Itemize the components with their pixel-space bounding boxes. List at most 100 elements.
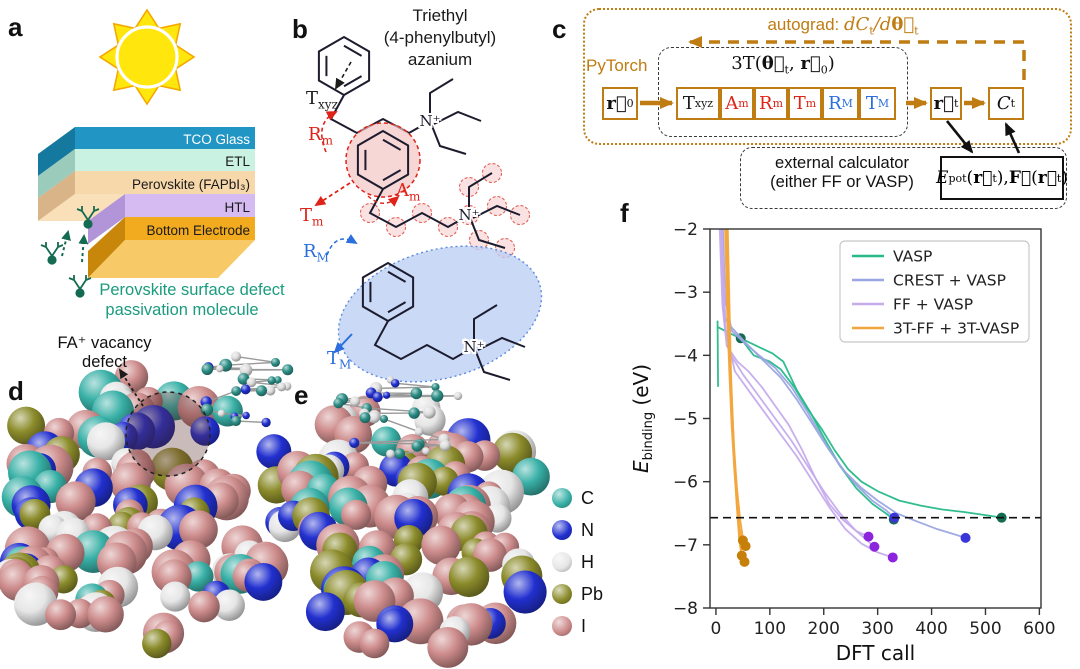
atom-sphere <box>220 553 261 594</box>
molecule-title-line3: azanium <box>407 50 473 69</box>
atom-sphere <box>179 510 218 549</box>
ring-double-bond <box>382 169 402 182</box>
atom-sphere <box>178 497 210 529</box>
atom-sphere <box>268 509 302 543</box>
atom-sphere <box>447 473 490 516</box>
formula-part: E <box>936 168 949 188</box>
box-sub: t <box>1010 97 1016 110</box>
box-sub: t <box>953 97 959 110</box>
atom-highlight <box>482 163 502 183</box>
atom-sphere <box>200 403 214 417</box>
y-axis-label: Ebinding (eV) <box>629 364 656 473</box>
atom-sphere <box>299 511 339 551</box>
atom-sphere <box>131 405 176 449</box>
atom-sphere <box>343 621 376 653</box>
atom-sphere <box>82 457 113 488</box>
atom-highlight <box>386 217 406 237</box>
output-rt-box: r⃗ t <box>930 87 962 120</box>
atom-sphere <box>270 357 280 367</box>
formula-part: r⃗ <box>973 168 993 188</box>
atom-sphere <box>256 385 268 397</box>
stick-bond <box>386 394 438 397</box>
atom-symbol-label: H <box>581 551 594 572</box>
pytorch-label: PyTorch <box>586 56 648 75</box>
box-main: T <box>865 93 878 114</box>
atom-sphere <box>212 395 243 427</box>
atom-sphere <box>395 433 430 468</box>
atom-sphere <box>414 438 425 449</box>
y-tick-label: −2 <box>673 220 698 240</box>
atom-sphere <box>298 512 331 546</box>
stick-bond <box>207 368 288 371</box>
atom-highlight <box>459 177 479 197</box>
atom-legend-row-i: I <box>552 610 603 642</box>
atom-sphere <box>4 526 51 573</box>
atom-sphere <box>388 450 420 482</box>
box-main: T <box>793 93 806 114</box>
atom-sphere <box>397 495 439 537</box>
formula-part: dC <box>844 14 870 35</box>
atom-sphere <box>12 545 53 587</box>
atom-sphere <box>87 596 124 633</box>
atom-sphere <box>144 508 178 542</box>
stick-bond <box>233 416 237 422</box>
formula-part: t <box>914 24 919 38</box>
box-sub: 0 <box>626 97 634 110</box>
y-tick-label: −7 <box>673 536 698 556</box>
stick-bond <box>414 411 430 414</box>
stick-bond <box>338 400 356 404</box>
atom-sphere <box>282 364 294 376</box>
atom-sphere <box>440 461 471 492</box>
atom-highlight <box>412 203 432 223</box>
formula-part: θ⃗ <box>891 14 915 35</box>
atom-sphere <box>429 466 459 496</box>
adsorbate-d <box>200 351 294 428</box>
atom-sphere <box>213 589 245 621</box>
atom-sphere <box>201 363 214 376</box>
atom-sphere <box>0 562 38 602</box>
formula-part: t <box>992 171 997 185</box>
i-atom-sphere-icon <box>552 616 572 636</box>
stick-bond <box>225 361 276 366</box>
atom-sphere <box>305 592 345 632</box>
dof-label-main: T <box>300 205 313 226</box>
optimization-trace <box>720 228 895 519</box>
atom-sphere <box>343 582 379 618</box>
atom-sphere <box>448 556 490 598</box>
atom-sphere <box>188 590 220 623</box>
panel-c-label: c <box>552 14 567 44</box>
defect-label-line2: defect <box>82 353 127 371</box>
atom-sphere <box>126 512 157 542</box>
plot-frame <box>709 228 1042 609</box>
atom-sphere <box>156 559 192 595</box>
ethyl-group <box>473 346 511 381</box>
atom-sphere <box>329 487 368 527</box>
ammonium-n-label: N⁺ <box>458 206 479 224</box>
atom-sphere <box>152 620 184 652</box>
sun-icon <box>98 8 196 106</box>
stick-bond <box>235 355 276 364</box>
x-tick-label: 300 <box>861 619 893 639</box>
dof-label-main: R <box>303 241 317 262</box>
atom-sphere <box>237 373 250 385</box>
atom-sphere <box>13 582 58 626</box>
series-3t-ff-3t-vasp <box>724 228 751 567</box>
ammonium-n-label: N⁺ <box>463 338 484 356</box>
atom-sphere <box>368 411 380 424</box>
atom-sphere <box>450 514 488 553</box>
atom-sphere <box>7 406 46 445</box>
box-sub: m <box>738 97 749 110</box>
htl-front-face <box>125 194 255 217</box>
dof-label-t-M: TM <box>327 348 351 372</box>
atom-sphere <box>6 444 46 484</box>
atom-sphere <box>422 447 430 455</box>
atom-sphere <box>323 574 355 605</box>
stick-bond <box>235 420 267 424</box>
optimization-trace <box>717 326 895 521</box>
atom-sphere <box>383 391 391 399</box>
atom-sphere <box>273 376 282 384</box>
atom-sphere <box>0 542 39 582</box>
rM-rotation-arrow <box>326 234 358 256</box>
